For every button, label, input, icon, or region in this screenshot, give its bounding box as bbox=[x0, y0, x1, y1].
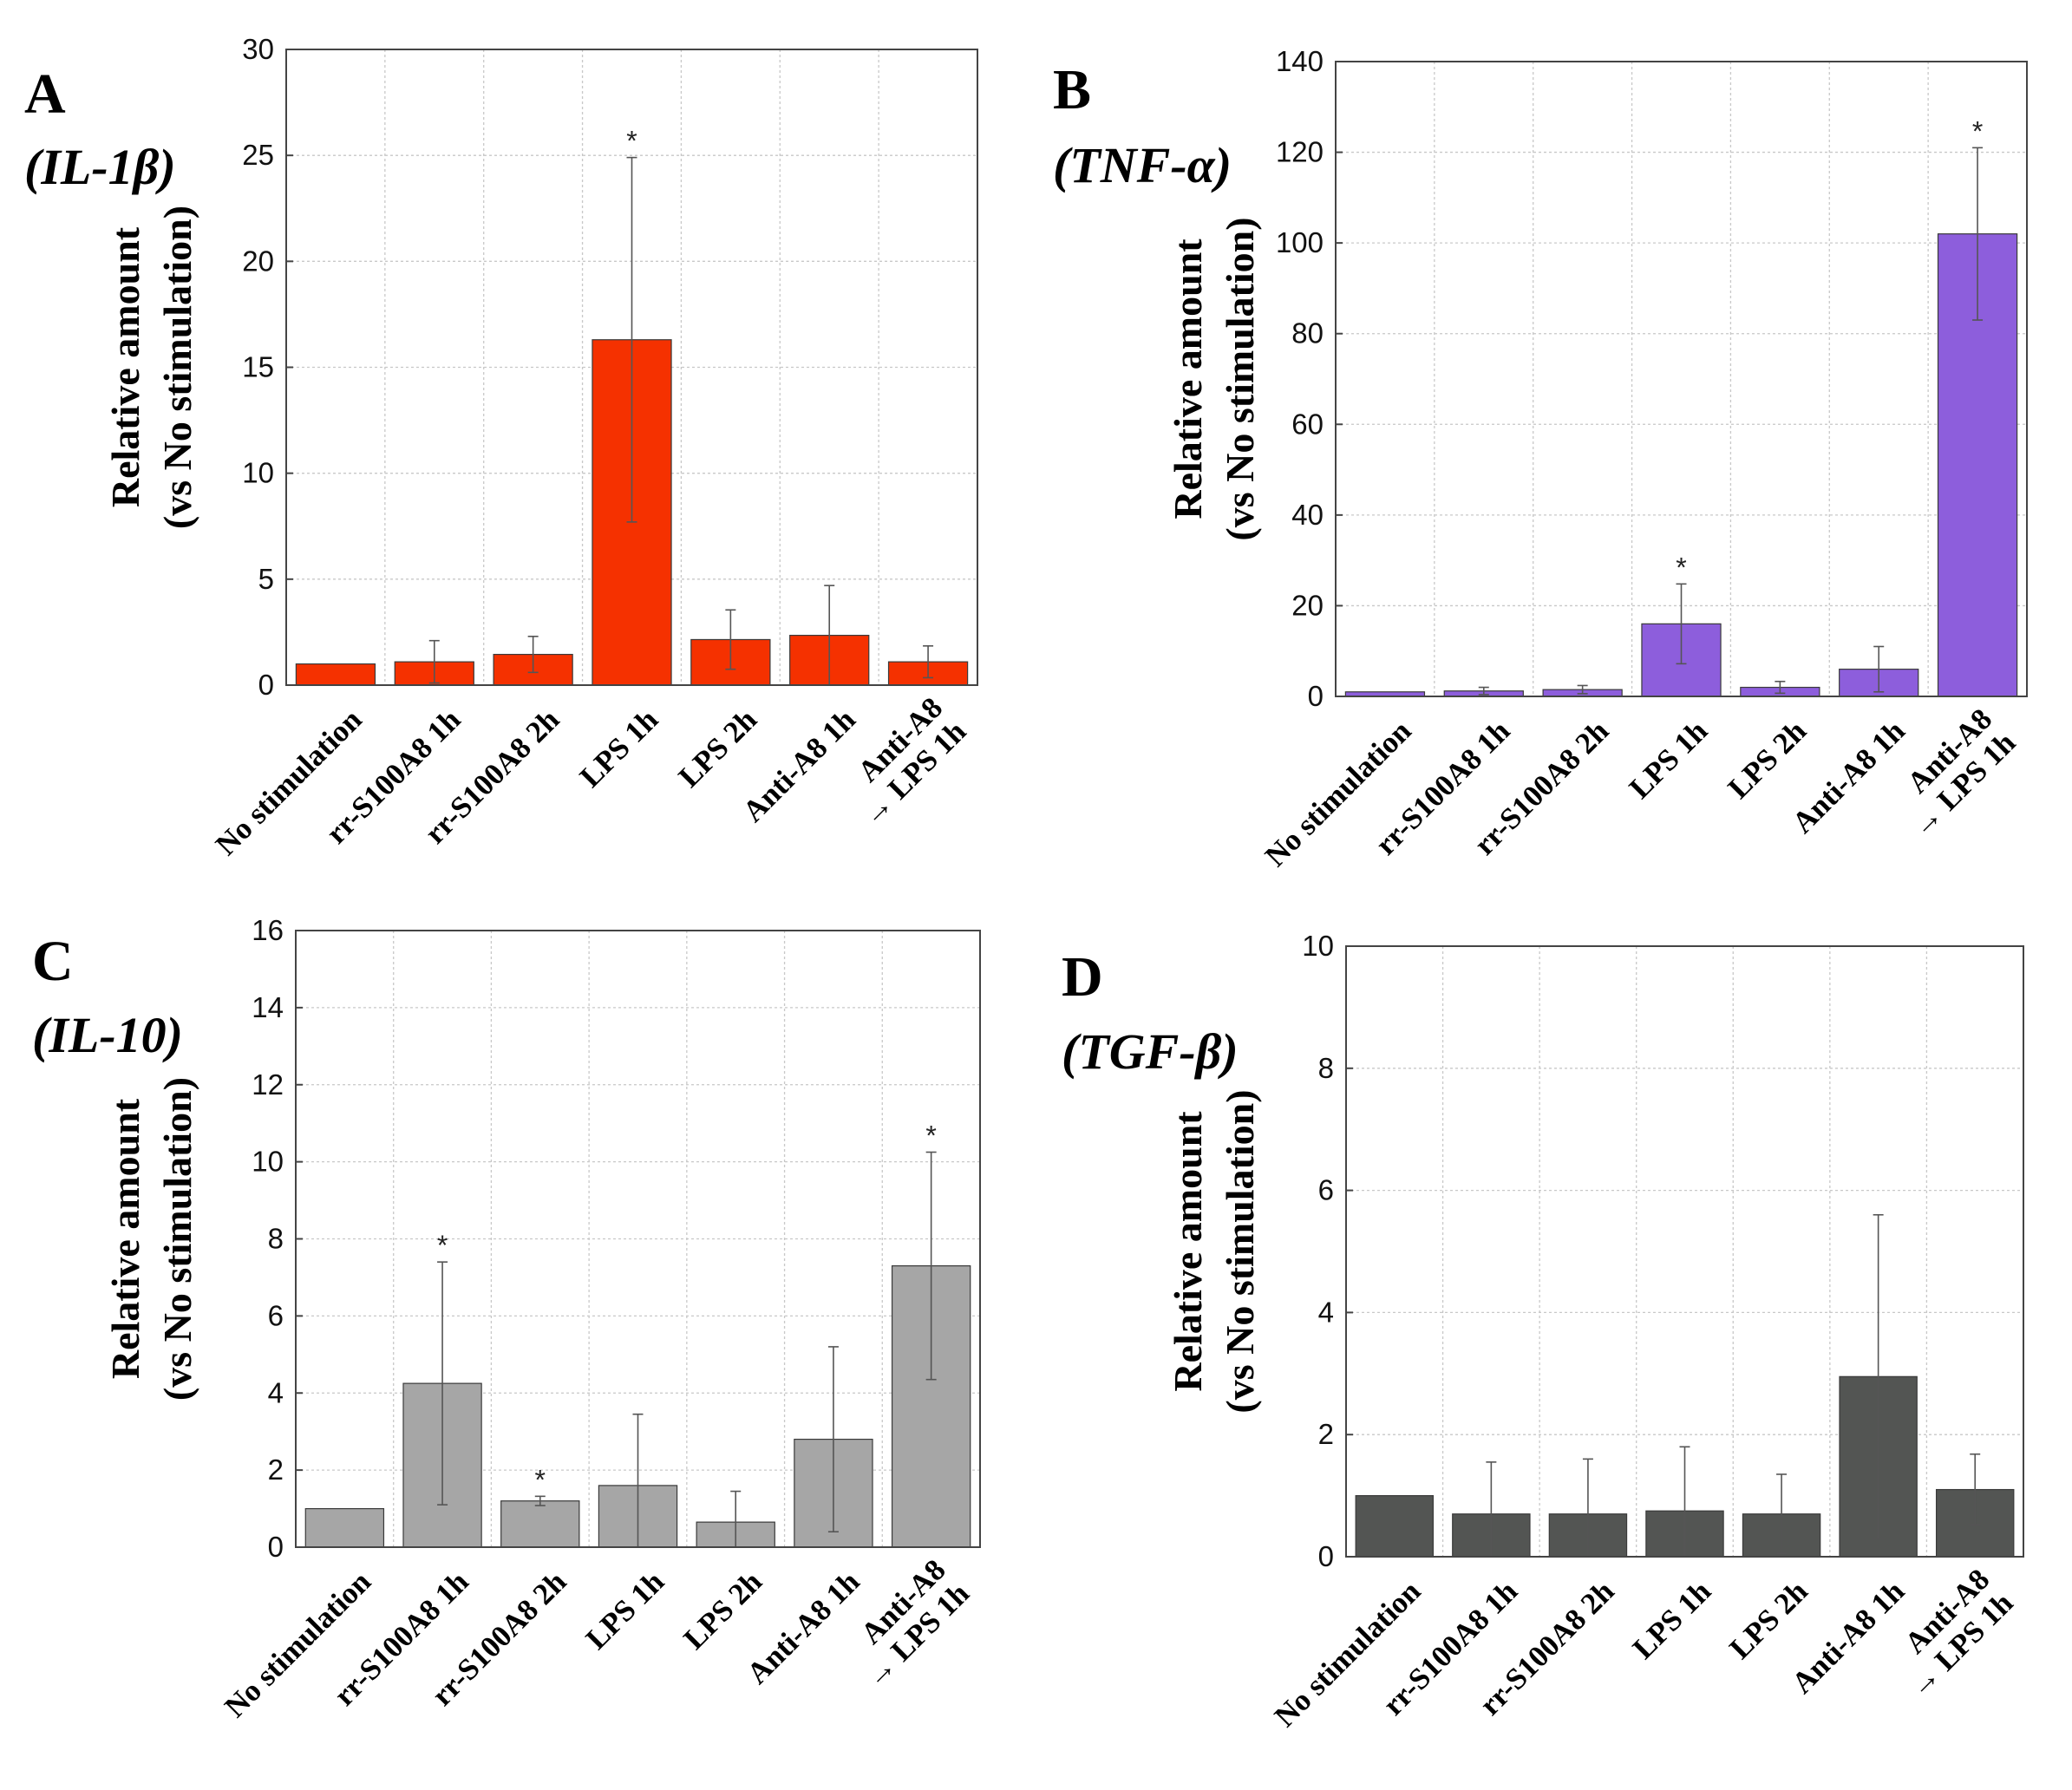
bar bbox=[500, 1500, 580, 1548]
chart-panel-b: B (TNF-α) Relative amount (vs No stimulatio… bbox=[1053, 45, 2028, 873]
panel-title: (TGF-β) bbox=[1062, 1023, 1239, 1080]
y-tick-label: 5 bbox=[258, 563, 274, 595]
y-tick-label: 12 bbox=[252, 1068, 284, 1101]
y-axis-label: Relative amount bbox=[1166, 1111, 1210, 1392]
y-tick-label: 4 bbox=[1318, 1296, 1334, 1328]
x-tick-label: LPS 2h bbox=[672, 702, 763, 794]
x-tick-label: Anti-A8→ LPS 1h bbox=[831, 690, 972, 832]
x-tick-label: LPS 2h bbox=[1722, 1574, 1814, 1665]
y-axis-label: (vs No stimulation) bbox=[1218, 1089, 1262, 1413]
x-tick-label: LPS 1h bbox=[573, 702, 664, 794]
panel-letter: C bbox=[32, 930, 74, 993]
y-tick-label: 6 bbox=[268, 1299, 284, 1331]
y-tick-label: 16 bbox=[252, 914, 284, 946]
significance-marker: * bbox=[925, 1120, 936, 1152]
y-tick-label: 20 bbox=[1291, 589, 1324, 621]
significance-marker: * bbox=[1972, 115, 1983, 147]
chart-panel-c: C (IL-10) Relative amount (vs No stimulatio… bbox=[32, 914, 981, 1724]
significance-marker: * bbox=[535, 1464, 546, 1495]
y-tick-label: 6 bbox=[1318, 1174, 1334, 1206]
y-axis-label: Relative amount bbox=[103, 1098, 147, 1379]
y-tick-label: 140 bbox=[1276, 45, 1324, 77]
x-tick-label: LPS 1h bbox=[1623, 714, 1714, 805]
y-tick-label: 30 bbox=[242, 33, 274, 65]
x-tick-label: LPS 1h bbox=[1626, 1574, 1717, 1665]
y-tick-label: 0 bbox=[268, 1531, 284, 1563]
y-tick-label: 0 bbox=[1318, 1540, 1334, 1572]
bar bbox=[1355, 1494, 1435, 1558]
panel-letter: D bbox=[1062, 945, 1103, 1009]
y-tick-label: 0 bbox=[1308, 680, 1324, 712]
y-tick-label: 4 bbox=[268, 1376, 284, 1408]
x-tick-label: LPS 2h bbox=[1722, 714, 1813, 805]
y-axis-label: (vs No stimulation) bbox=[155, 1077, 199, 1401]
y-tick-label: 10 bbox=[242, 457, 274, 489]
x-tick-label: Anti-A8→ LPS 1h bbox=[833, 1552, 975, 1694]
y-tick-label: 20 bbox=[242, 245, 274, 277]
x-tick-label: LPS 1h bbox=[579, 1565, 670, 1656]
plot-frame bbox=[1335, 61, 2028, 697]
y-tick-label: 40 bbox=[1291, 499, 1324, 531]
panel-title: (TNF-α) bbox=[1053, 137, 1232, 193]
y-tick-label: 10 bbox=[252, 1146, 284, 1178]
x-tick-label: Anti-A8→ LPS 1h bbox=[1880, 702, 2022, 843]
y-axis-label: (vs No stimulation) bbox=[1218, 217, 1262, 540]
panel-letter: A bbox=[24, 62, 66, 126]
significance-marker: * bbox=[437, 1230, 448, 1261]
y-tick-label: 2 bbox=[1318, 1418, 1334, 1450]
y-tick-label: 60 bbox=[1291, 408, 1324, 440]
y-tick-label: 10 bbox=[1302, 930, 1334, 962]
y-tick-label: 120 bbox=[1276, 136, 1324, 168]
chart-panel-a: A (IL-1β) Relative amount (vs No stimulatio… bbox=[24, 33, 978, 862]
x-tick-label: LPS 2h bbox=[677, 1565, 768, 1656]
y-axis-label: Relative amount bbox=[1166, 238, 1210, 519]
y-axis-label: (vs No stimulation) bbox=[155, 206, 199, 529]
panel-letter: B bbox=[1053, 58, 1091, 121]
y-tick-label: 0 bbox=[258, 669, 274, 701]
y-tick-label: 100 bbox=[1276, 226, 1324, 258]
panel-title: (IL-1β) bbox=[24, 139, 176, 195]
significance-marker: * bbox=[626, 126, 637, 157]
y-tick-label: 8 bbox=[268, 1223, 284, 1255]
x-tick-label: Anti-A8→ LPS 1h bbox=[1878, 1562, 2019, 1703]
chart-panel-d: D (TGF-β) Relative amount (vs No stimulatio… bbox=[1062, 930, 2024, 1734]
y-tick-label: 14 bbox=[252, 991, 284, 1023]
y-tick-label: 2 bbox=[268, 1454, 284, 1486]
y-tick-label: 80 bbox=[1291, 317, 1324, 350]
panel-title: (IL-10) bbox=[32, 1007, 183, 1063]
y-tick-label: 15 bbox=[242, 351, 274, 383]
y-tick-label: 25 bbox=[242, 139, 274, 171]
bar bbox=[304, 1507, 385, 1548]
y-axis-label: Relative amount bbox=[103, 226, 147, 507]
bar bbox=[295, 663, 376, 686]
y-tick-label: 8 bbox=[1318, 1052, 1334, 1084]
significance-marker: * bbox=[1676, 552, 1686, 583]
plot-frame bbox=[1345, 945, 2024, 1558]
